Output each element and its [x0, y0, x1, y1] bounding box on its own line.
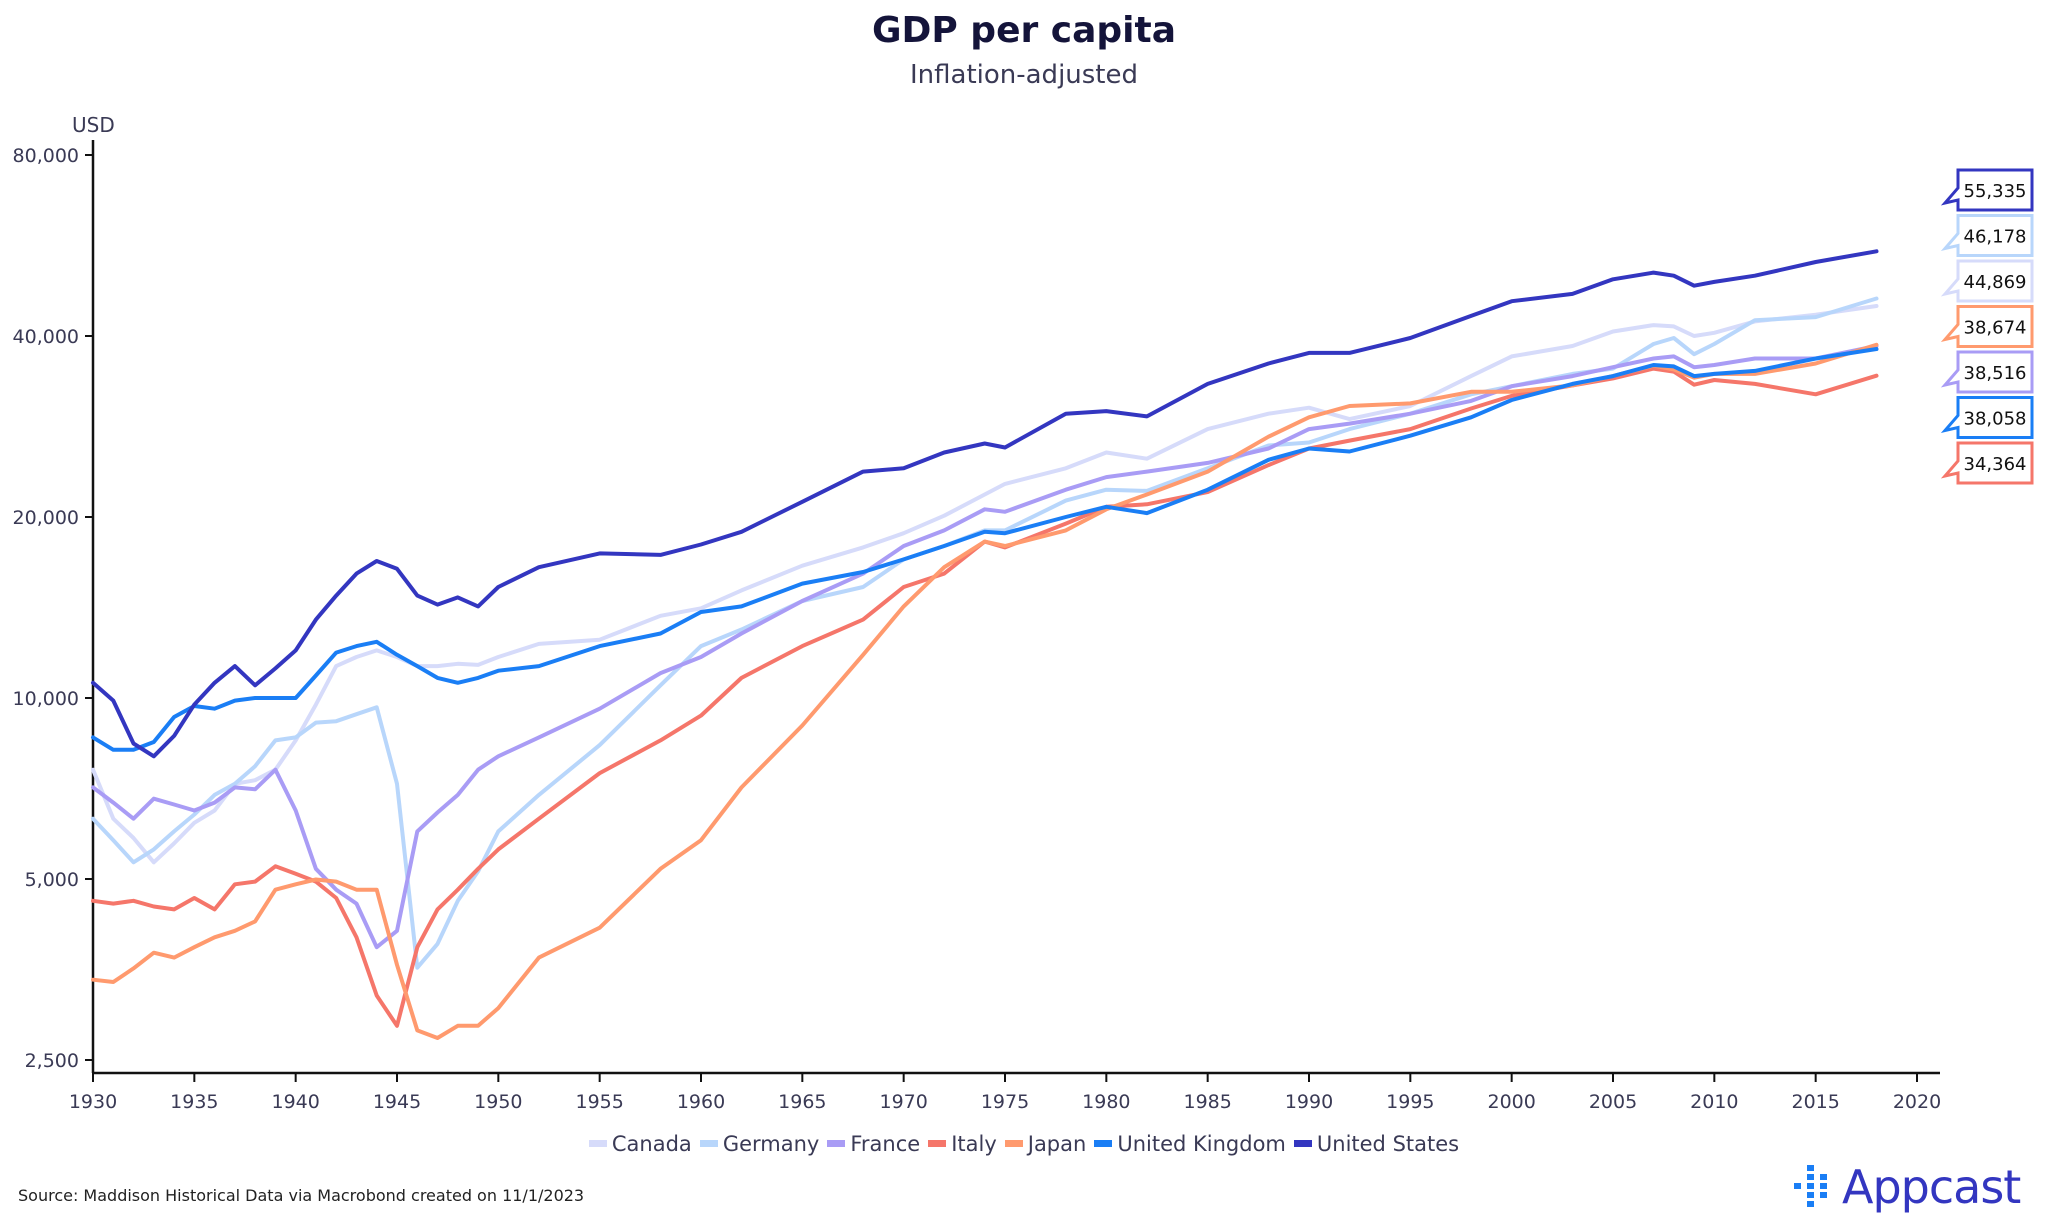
logo-dot	[1794, 1183, 1801, 1189]
series-line-canada	[91, 304, 1879, 865]
series-lines	[91, 249, 1879, 1040]
callout-box	[1940, 350, 2034, 394]
source-note: Source: Maddison Historical Data via Mac…	[18, 1186, 585, 1205]
y-tick-label: 80,000	[13, 145, 79, 167]
x-tick-label: 1935	[170, 1091, 218, 1113]
x-tick-label: 1940	[271, 1091, 319, 1113]
legend-label: United States	[1316, 1131, 1460, 1156]
logo-dot	[1807, 1192, 1814, 1198]
chart-subtitle: Inflation-adjusted	[909, 60, 1139, 90]
x-tick-label: 1990	[1285, 1091, 1333, 1113]
x-tick-label: 1975	[981, 1091, 1029, 1113]
legend-item: Canada	[588, 1131, 692, 1156]
y-tick-label: 20,000	[13, 507, 79, 529]
x-tick-label: 1985	[1183, 1091, 1231, 1113]
logo-dot	[1807, 1174, 1814, 1180]
legend-swatch	[928, 1140, 947, 1147]
callout-box	[1940, 259, 2034, 303]
legend-label: France	[850, 1131, 921, 1156]
appcast-logo: Appcast	[1790, 1160, 2021, 1214]
legend: Canada Germany France Italy Japan United King…	[0, 1128, 2048, 1156]
y-tick-label: 5,000	[25, 869, 79, 891]
legend-label: United Kingdom	[1117, 1131, 1286, 1156]
y-tick-label: 2,500	[25, 1050, 79, 1072]
x-tick-label: 1955	[575, 1091, 623, 1113]
callout-box	[1940, 441, 2034, 485]
legend-label: Canada	[611, 1131, 692, 1156]
x-tick-label: 1930	[69, 1091, 117, 1113]
callout-box	[1940, 214, 2034, 257]
legend-swatch	[1094, 1140, 1113, 1147]
end-value-callouts: 55,335 46,178 44,869 38,674 38,516 38,058 34,3…	[1940, 168, 2034, 485]
x-tick-label: 1980	[1082, 1091, 1130, 1113]
legend-swatch	[1293, 1140, 1312, 1147]
callout-box	[1940, 305, 2034, 348]
legend-swatch	[827, 1140, 846, 1147]
series-line-united-states	[91, 249, 1879, 759]
x-tick-label: 1995	[1386, 1091, 1434, 1113]
chart-title: GDP per capita	[871, 10, 1177, 51]
callout-box	[1940, 168, 2034, 212]
legend-label: Italy	[951, 1131, 997, 1156]
logo-dot	[1820, 1192, 1827, 1198]
callout-value: 34,364	[1964, 454, 2027, 475]
x-tick-label: 1960	[677, 1091, 725, 1113]
legend-item: Germany	[699, 1131, 820, 1156]
x-tick-label: 1945	[373, 1091, 421, 1113]
legend-label: Germany	[722, 1131, 820, 1156]
y-tick-label: 10,000	[13, 688, 79, 710]
legend-item: Italy	[928, 1132, 997, 1156]
callout-value: 55,335	[1964, 181, 2027, 202]
callout-value: 38,674	[1964, 318, 2027, 339]
x-tick-label: 1970	[879, 1091, 927, 1113]
legend-swatch	[1004, 1140, 1023, 1147]
x-tick-label: 1965	[778, 1091, 826, 1113]
legend-item: France	[827, 1132, 920, 1156]
callout-value: 46,178	[1964, 227, 2027, 248]
x-tick-label: 1950	[474, 1091, 522, 1113]
callout-value: 44,869	[1964, 272, 2027, 293]
series-line-france	[91, 343, 1879, 950]
logo-dot	[1807, 1183, 1814, 1189]
callout-value: 38,058	[1964, 409, 2027, 430]
x-tick-label: 2010	[1690, 1091, 1738, 1113]
series-line-japan	[91, 342, 1879, 1040]
callout-box	[1940, 396, 2034, 439]
callout-value: 38,516	[1964, 363, 2027, 384]
x-tick-label: 2020	[1893, 1091, 1941, 1113]
logo-text: Appcast	[1842, 1160, 2021, 1214]
legend-swatch	[588, 1140, 607, 1147]
series-line-germany	[91, 296, 1879, 970]
legend-item: United States	[1293, 1131, 1460, 1156]
legend-label: Japan	[1027, 1131, 1087, 1156]
y-tick-label: 40,000	[13, 326, 79, 348]
x-tick-label: 2000	[1487, 1091, 1535, 1113]
legend-swatch	[699, 1140, 718, 1147]
logo-dot	[1807, 1201, 1814, 1207]
axes: 2,500 5,000 10,000 20,000 40,000 80,000 1930 19…	[13, 140, 1941, 1113]
logo-dot	[1820, 1174, 1827, 1180]
logo-dot	[1820, 1183, 1827, 1189]
y-axis-label: USD	[72, 113, 115, 137]
appcast-dots-icon	[1794, 1165, 1827, 1207]
legend-item: Japan	[1004, 1131, 1087, 1156]
series-line-italy	[91, 366, 1879, 1028]
x-tick-label: 2015	[1791, 1091, 1839, 1113]
x-tick-label: 2005	[1589, 1091, 1637, 1113]
legend-item: United Kingdom	[1094, 1132, 1286, 1156]
logo-dot	[1807, 1165, 1814, 1171]
series-line-united-kingdom	[91, 347, 1879, 752]
